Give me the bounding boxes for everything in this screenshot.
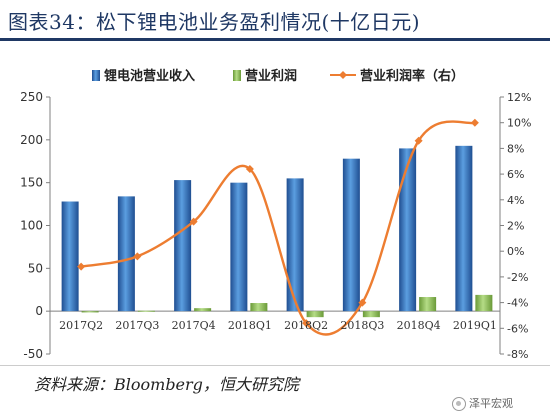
profit-bar: [475, 294, 493, 312]
left-axis-tick-label: 0: [35, 304, 43, 318]
legend-label-revenue: 锂电池营业收入: [104, 68, 195, 84]
profit-bar: [250, 303, 268, 312]
left-axis-tick-label: 250: [20, 90, 43, 104]
x-axis-tick-label: 2017Q4: [172, 319, 216, 332]
x-axis-labels: 2017Q2 2017Q3 2017Q4 2018Q1 2018Q2 2018Q3 2018…: [59, 319, 497, 332]
watermark-text: 泽平宏观: [469, 397, 513, 410]
left-axis-tick-label: -50: [23, 347, 43, 361]
margin-point: [358, 298, 367, 307]
margin-point: [245, 164, 254, 173]
right-axis-tick-label: 10%: [507, 117, 531, 130]
x-axis-tick-label: 2018Q4: [397, 319, 441, 332]
right-axis-tick-label: -4%: [507, 297, 528, 310]
profit-bar: [137, 310, 155, 312]
margin-line: [80, 120, 476, 336]
legend: 锂电池营业收入 营业利润 营业利润率（右）: [92, 68, 464, 84]
source-separator: [0, 365, 550, 366]
margin-point: [470, 118, 479, 127]
revenue-bar: [399, 148, 417, 312]
revenue-bar: [455, 145, 473, 312]
revenue-bar: [230, 182, 248, 312]
left-axis-tick-label: 50: [28, 261, 43, 275]
x-axis-tick-label: 2018Q1: [228, 319, 272, 332]
margin-point: [133, 252, 142, 261]
x-axis-tick-label: 2018Q2: [284, 319, 328, 332]
margin-point: [189, 217, 198, 226]
left-axis-tick-label: 100: [20, 219, 43, 233]
profit-bar: [81, 311, 99, 313]
right-axis-tick-label: 6%: [507, 168, 524, 181]
right-axis-tick-label: 2%: [507, 220, 524, 233]
legend-label-margin: 营业利润率（右）: [360, 68, 464, 84]
revenue-bar: [286, 178, 304, 312]
margin-point: [77, 262, 86, 271]
left-axis-tick-label: 150: [20, 176, 43, 190]
watermark: 泽平宏观: [452, 395, 513, 411]
revenue-bars: [61, 145, 473, 312]
right-axis-tick-label: 4%: [507, 194, 524, 207]
profit-bar: [362, 311, 380, 318]
x-axis-tick-label: 2017Q2: [59, 319, 103, 332]
x-axis-tick-label: 2017Q3: [115, 319, 159, 332]
right-axis-tick-label: 0%: [507, 245, 524, 258]
revenue-bar: [174, 180, 192, 312]
revenue-bar: [61, 201, 79, 312]
margin-point: [302, 319, 311, 328]
right-axis-tick-label: -6%: [507, 322, 528, 335]
wechat-icon: [452, 397, 466, 411]
chart-title: 图表34：松下锂电池业务盈利情况(十亿日元): [8, 10, 421, 34]
right-axis-tick-label: -8%: [507, 348, 528, 361]
profit-bars: [81, 294, 493, 318]
revenue-bar: [117, 196, 135, 312]
margin-point: [414, 136, 423, 145]
profit-bar: [306, 311, 324, 318]
margin-line-series: [77, 118, 479, 336]
profit-bar: [419, 297, 437, 312]
title-underline: [0, 38, 550, 41]
legend-swatch-profit: [233, 70, 241, 81]
right-axis-tick-label: 12%: [507, 91, 531, 104]
left-axis-tick-label: 200: [20, 133, 43, 147]
source-note: 资料来源：Bloomberg，恒大研究院: [34, 375, 299, 394]
combo-chart: 锂电池营业收入 营业利润 营业利润率（右） -50 0 50 100 150 200 250 -8…: [20, 68, 531, 361]
x-axis-tick-label: 2018Q3: [340, 319, 384, 332]
profit-bar: [194, 308, 212, 312]
revenue-bar: [342, 158, 360, 312]
title-area: 图表34：松下锂电池业务盈利情况(十亿日元): [0, 0, 550, 44]
legend-label-profit: 营业利润: [245, 68, 297, 84]
right-axis-tick-label: -2%: [507, 271, 528, 284]
x-axis-tick-label: 2019Q1: [453, 319, 497, 332]
legend-marker-margin: [339, 71, 347, 79]
right-axis-tick-label: 8%: [507, 142, 524, 155]
legend-swatch-revenue: [92, 70, 100, 81]
